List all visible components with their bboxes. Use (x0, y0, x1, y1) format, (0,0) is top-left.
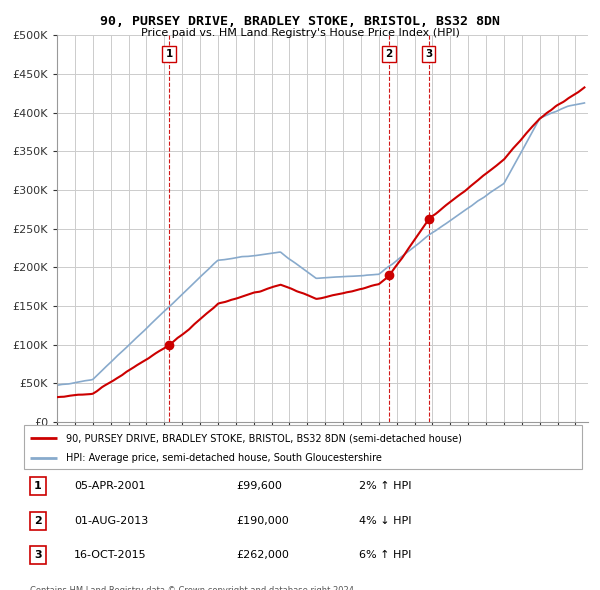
Text: £99,600: £99,600 (236, 481, 282, 491)
Text: 2: 2 (386, 49, 393, 59)
Text: 1: 1 (166, 49, 173, 59)
Text: 01-AUG-2013: 01-AUG-2013 (74, 516, 148, 526)
Text: 05-APR-2001: 05-APR-2001 (74, 481, 146, 491)
Text: 90, PURSEY DRIVE, BRADLEY STOKE, BRISTOL, BS32 8DN (semi-detached house): 90, PURSEY DRIVE, BRADLEY STOKE, BRISTOL… (66, 433, 462, 443)
Text: £190,000: £190,000 (236, 516, 289, 526)
Text: 90, PURSEY DRIVE, BRADLEY STOKE, BRISTOL, BS32 8DN: 90, PURSEY DRIVE, BRADLEY STOKE, BRISTOL… (100, 15, 500, 28)
Text: 3: 3 (425, 49, 433, 59)
Text: 16-OCT-2015: 16-OCT-2015 (74, 550, 147, 560)
Text: 3: 3 (34, 550, 42, 560)
Text: 2: 2 (34, 516, 42, 526)
Text: 4% ↓ HPI: 4% ↓ HPI (359, 516, 412, 526)
Text: 1: 1 (34, 481, 42, 491)
FancyBboxPatch shape (24, 425, 582, 469)
Text: Price paid vs. HM Land Registry's House Price Index (HPI): Price paid vs. HM Land Registry's House … (140, 28, 460, 38)
Text: Contains HM Land Registry data © Crown copyright and database right 2024.
This d: Contains HM Land Registry data © Crown c… (29, 586, 356, 590)
Text: 6% ↑ HPI: 6% ↑ HPI (359, 550, 411, 560)
Text: £262,000: £262,000 (236, 550, 289, 560)
Text: HPI: Average price, semi-detached house, South Gloucestershire: HPI: Average price, semi-detached house,… (66, 453, 382, 463)
Text: 2% ↑ HPI: 2% ↑ HPI (359, 481, 412, 491)
